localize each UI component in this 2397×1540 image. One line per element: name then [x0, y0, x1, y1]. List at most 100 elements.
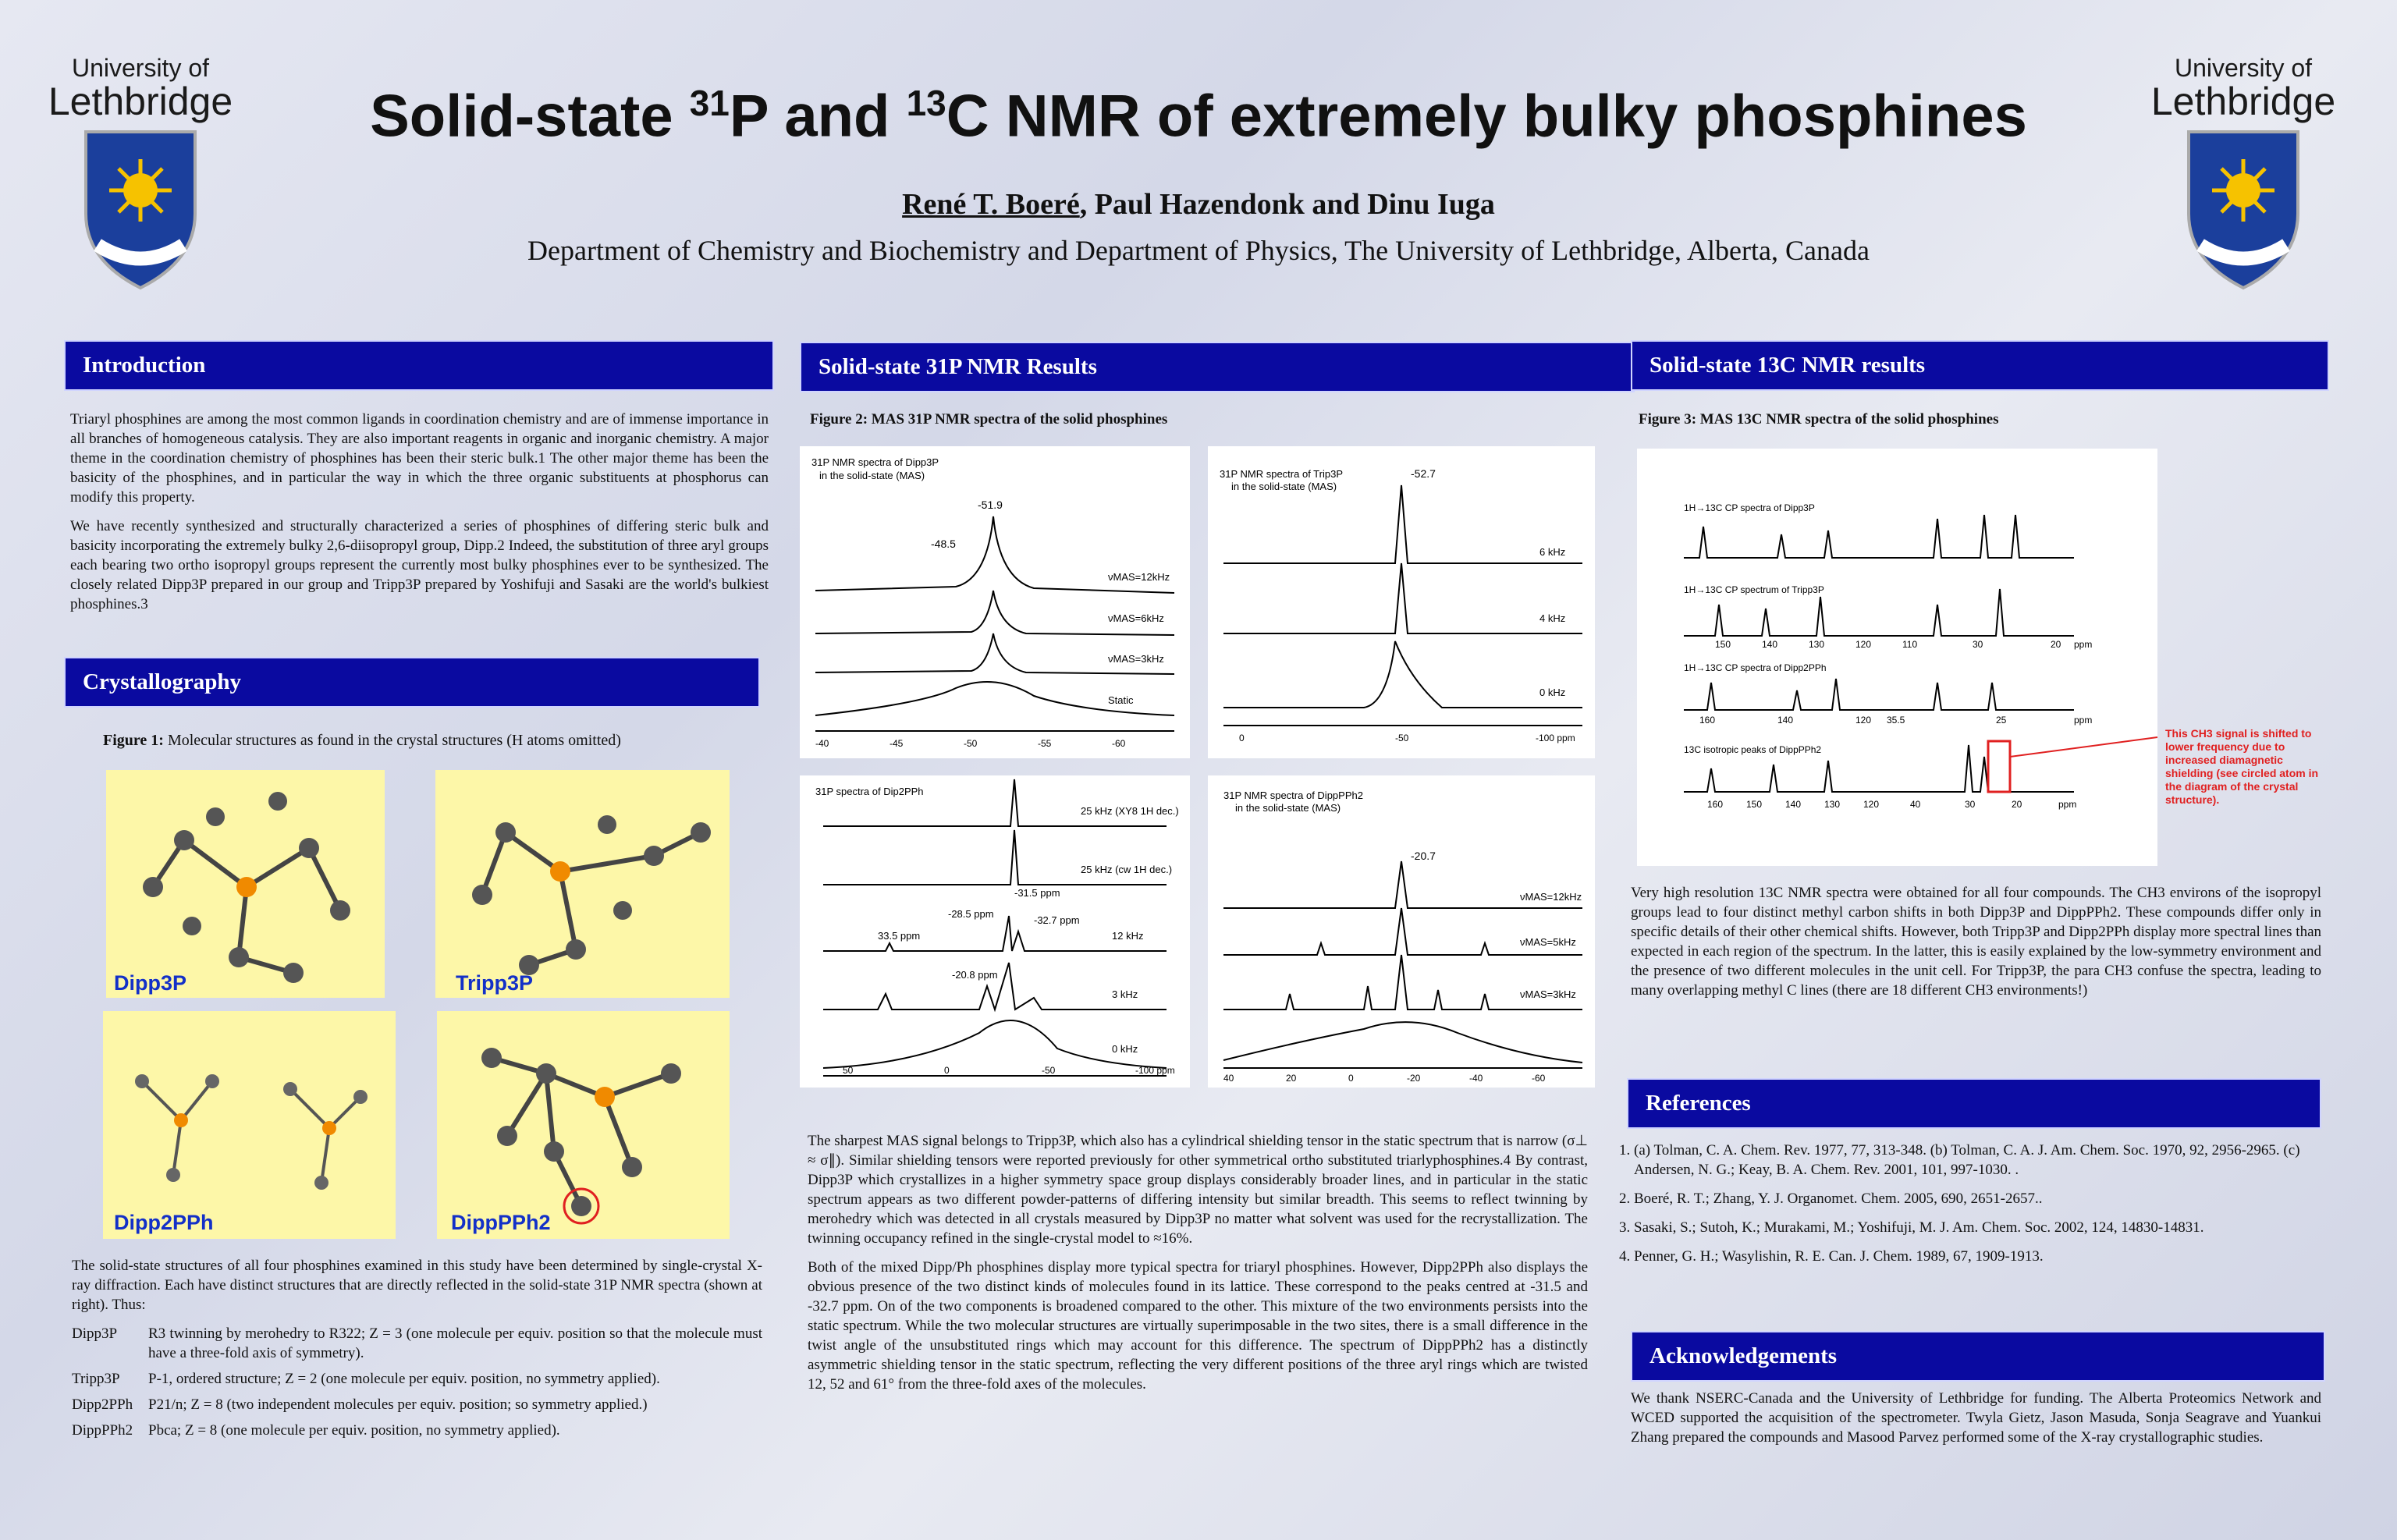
svg-text:0: 0 — [1239, 733, 1245, 743]
figure1-caption: Figure 1: Molecular structures as found … — [103, 732, 621, 749]
label-tripp3p: Tripp3P — [456, 971, 534, 995]
nmr-spectrum-chart: 31P NMR spectra of Trip3P in the solid-s… — [1220, 467, 1582, 743]
c13-discussion: Very high resolution 13C NMR spectra wer… — [1631, 885, 2321, 999]
molecule-structure-icon — [481, 1048, 681, 1225]
references-list: (a) Tolman, C. A. Chem. Rev. 1977, 77, 3… — [1607, 1141, 2336, 1276]
svg-text:νMAS=3kHz: νMAS=3kHz — [1520, 988, 1576, 1000]
c13-spectra-figure: 1H→13C CP spectra of Dipp3P 1H→13C CP sp… — [1637, 449, 2158, 866]
svg-text:20: 20 — [1286, 1073, 1297, 1084]
svg-text:-60: -60 — [1532, 1073, 1546, 1084]
svg-text:50: 50 — [843, 1065, 854, 1076]
svg-text:-20: -20 — [1407, 1073, 1421, 1084]
svg-text:-55: -55 — [1038, 738, 1052, 749]
svg-text:3 kHz: 3 kHz — [1112, 988, 1138, 1000]
svg-text:25: 25 — [1996, 715, 2007, 726]
svg-text:1H→13C CP spectra of Dipp3P: 1H→13C CP spectra of Dipp3P — [1684, 502, 1815, 513]
spectrum-dipp3p: 31P NMR spectra of Dipp3P in the solid-s… — [800, 446, 1190, 758]
sun-crest-icon — [2187, 130, 2299, 290]
svg-text:-48.5: -48.5 — [931, 538, 956, 550]
svg-text:130: 130 — [1824, 799, 1840, 810]
svg-text:0: 0 — [1348, 1073, 1354, 1084]
structure-row: Dipp3P R3 twinning by merohedry to R322; … — [72, 1325, 762, 1361]
svg-text:120: 120 — [1855, 715, 1871, 726]
nmr-spectrum-chart: 31P NMR spectra of DippPPh2 in the solid… — [1223, 790, 1583, 1084]
methyl-shift-note: This CH3 signal is shifted to lower freq… — [2165, 727, 2319, 806]
references-header: References — [1627, 1078, 2321, 1129]
svg-text:1H→13C CP spectrum of Tripp3P: 1H→13C CP spectrum of Tripp3P — [1684, 584, 1824, 595]
svg-text:νMAS=12kHz: νMAS=12kHz — [1108, 571, 1170, 583]
svg-text:-45: -45 — [890, 738, 904, 749]
svg-text:120: 120 — [1863, 799, 1879, 810]
svg-text:-51.9: -51.9 — [978, 499, 1003, 511]
svg-text:in the solid-state (MAS): in the solid-state (MAS) — [1235, 802, 1341, 814]
molecule-panel-dipp2pph — [103, 1011, 396, 1239]
introduction-header: Introduction — [64, 340, 774, 391]
svg-text:40: 40 — [1910, 799, 1921, 810]
svg-text:140: 140 — [1762, 639, 1777, 650]
acknowledgements-header: Acknowledgements — [1631, 1331, 2325, 1382]
structure-row: DippPPh2 Pbca; Z = 8 (one molecule per eq… — [72, 1422, 560, 1439]
svg-text:0: 0 — [944, 1065, 950, 1076]
university-logo-left: University of Lethbridge — [43, 55, 238, 296]
affiliation: Department of Chemistry and Biochemistry… — [527, 235, 1870, 266]
reference-item: Boeré, R. T.; Zhang, Y. J. Organomet. Ch… — [1634, 1189, 2336, 1208]
figure3-caption: Figure 3: MAS 13C NMR spectra of the sol… — [1639, 411, 1999, 428]
spectrum-tripp3p: 31P NMR spectra of Trip3P in the solid-s… — [1208, 446, 1595, 758]
svg-text:30: 30 — [1965, 799, 1976, 810]
svg-text:13C isotropic peaks of DippPPh: 13C isotropic peaks of DippPPh2 — [1684, 744, 1821, 755]
svg-text:31P NMR spectra of DippPPh2: 31P NMR spectra of DippPPh2 — [1223, 790, 1363, 801]
svg-text:140: 140 — [1785, 799, 1801, 810]
svg-text:ppm: ppm — [2058, 799, 2076, 810]
reference-item: Sasaki, S.; Sutoh, K.; Murakami, M.; Yos… — [1634, 1218, 2336, 1237]
label-dipp2pph: Dipp2PPh — [114, 1211, 214, 1234]
figure2-caption: Figure 2: MAS 31P NMR spectra of the sol… — [810, 411, 1168, 428]
svg-text:31P NMR spectra of Dipp3P: 31P NMR spectra of Dipp3P — [811, 456, 939, 468]
introduction-text: Triaryl phosphines are among the most co… — [70, 411, 769, 612]
poster-title: Solid-state 31P and 13C NMR of extremely… — [370, 83, 2027, 150]
label-dipppph2: DippPPh2 — [451, 1211, 551, 1234]
svg-text:in the solid-state (MAS): in the solid-state (MAS) — [1231, 481, 1337, 492]
spectrum-dipppph2: 31P NMR spectra of DippPPh2 in the solid… — [1208, 775, 1595, 1088]
svg-text:160: 160 — [1707, 799, 1723, 810]
c13-spectrum-chart: 1H→13C CP spectra of Dipp3P 1H→13C CP sp… — [1684, 502, 2158, 810]
svg-text:160: 160 — [1699, 715, 1715, 726]
svg-text:20: 20 — [2012, 799, 2022, 810]
svg-text:1H→13C CP spectra of Dipp2PPh: 1H→13C CP spectra of Dipp2PPh — [1684, 662, 1827, 673]
svg-text:νMAS=3kHz: νMAS=3kHz — [1108, 653, 1164, 665]
svg-text:-32.7 ppm: -32.7 ppm — [1034, 914, 1080, 926]
svg-text:in the solid-state (MAS): in the solid-state (MAS) — [819, 470, 925, 481]
molecule-panel-dipp3p — [106, 770, 385, 998]
svg-text:-100 ppm: -100 ppm — [1536, 733, 1575, 743]
acknowledgements-text: We thank NSERC-Canada and the University… — [1631, 1390, 2321, 1446]
crystallography-text: The solid-state structures of all four p… — [72, 1258, 762, 1439]
svg-text:-40: -40 — [1469, 1073, 1483, 1084]
svg-text:40: 40 — [1223, 1073, 1234, 1084]
svg-text:25 kHz (XY8 1H dec.): 25 kHz (XY8 1H dec.) — [1081, 805, 1179, 817]
svg-text:Static: Static — [1108, 694, 1134, 706]
svg-text:ppm: ppm — [2074, 715, 2092, 726]
svg-text:-100 ppm: -100 ppm — [1135, 1065, 1175, 1076]
svg-text:140: 140 — [1777, 715, 1793, 726]
svg-text:ppm: ppm — [2074, 639, 2092, 650]
svg-text:νMAS=6kHz: νMAS=6kHz — [1108, 612, 1164, 624]
svg-text:110: 110 — [1902, 639, 1917, 650]
reference-item: (a) Tolman, C. A. Chem. Rev. 1977, 77, 3… — [1634, 1141, 2336, 1180]
svg-text:12 kHz: 12 kHz — [1112, 930, 1143, 942]
molecule-structure-icon — [143, 792, 350, 983]
svg-text:31P spectra of Dip2PPh: 31P spectra of Dip2PPh — [815, 786, 924, 797]
svg-text:20: 20 — [2051, 639, 2061, 650]
molecule-panel-tripp3p — [435, 770, 730, 998]
svg-text:150: 150 — [1715, 639, 1731, 650]
svg-text:-40: -40 — [815, 738, 829, 749]
svg-text:25 kHz (cw 1H dec.): 25 kHz (cw 1H dec.) — [1081, 864, 1172, 875]
svg-text:-50: -50 — [964, 738, 978, 749]
svg-text:150: 150 — [1746, 799, 1762, 810]
p31-discussion: The sharpest MAS signal belongs to Tripp… — [808, 1133, 1588, 1393]
nmr-spectrum-chart: 31P spectra of Dip2PPh -31.5 ppm -28.5 p… — [815, 779, 1179, 1077]
svg-text:130: 130 — [1809, 639, 1824, 650]
svg-text:6 kHz: 6 kHz — [1539, 546, 1565, 558]
svg-text:120: 120 — [1855, 639, 1871, 650]
nmr-spectrum-chart: 31P NMR spectra of Dipp3P in the solid-s… — [811, 456, 1175, 749]
authors: René T. Boeré, Paul Hazendonk and Dinu I… — [902, 188, 1495, 221]
svg-text:-52.7: -52.7 — [1411, 467, 1436, 480]
